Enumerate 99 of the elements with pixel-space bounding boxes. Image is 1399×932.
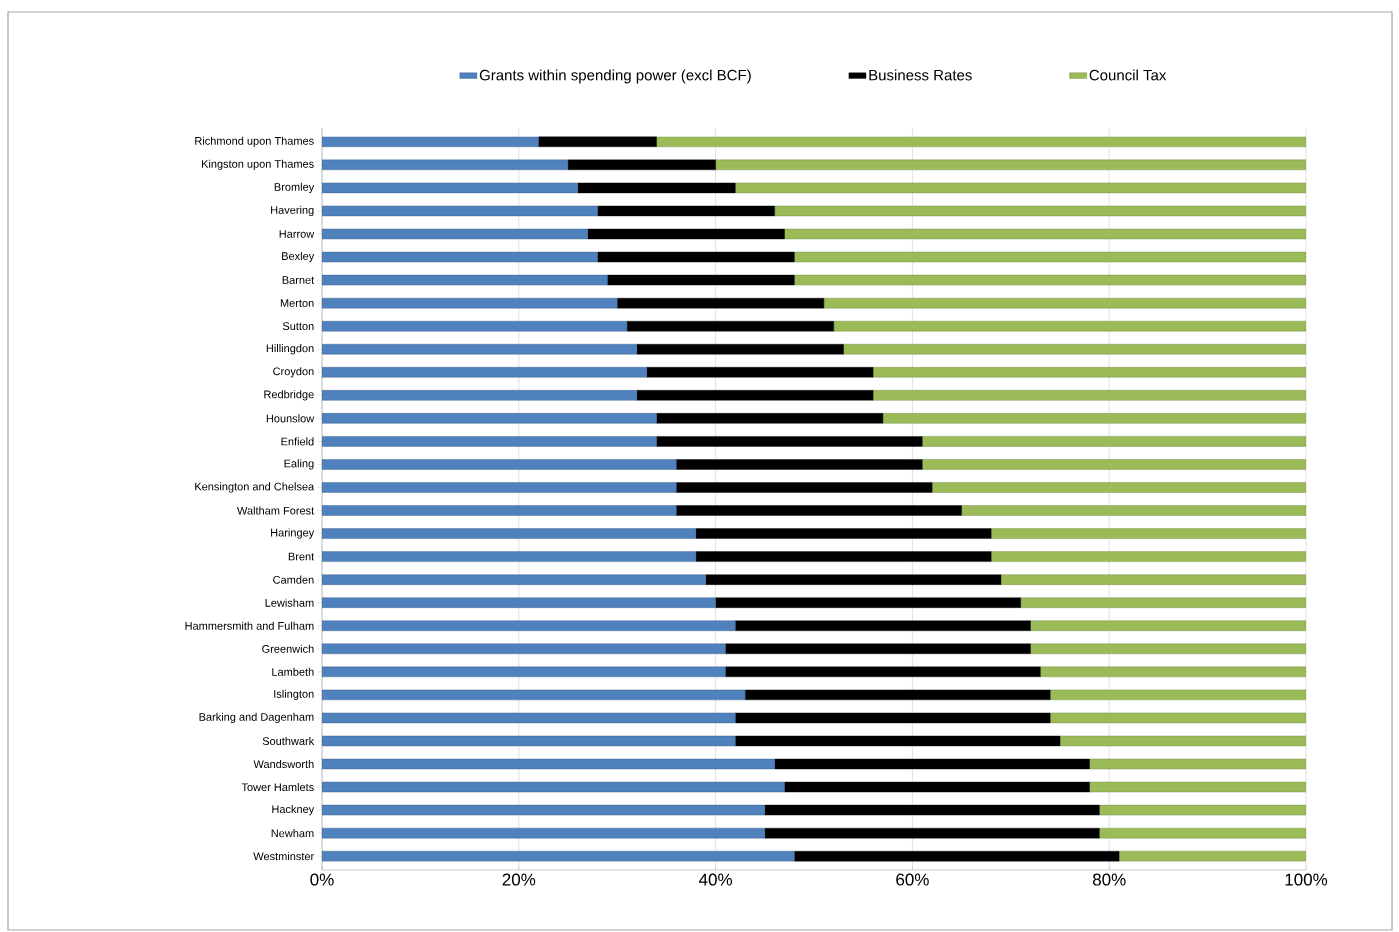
y-tick-label: Kensington and Chelsea: [195, 482, 315, 493]
y-tick-label: Havering: [271, 205, 314, 217]
bar: [646, 367, 874, 378]
y-tick-label: Islington: [274, 689, 314, 700]
y-tick-label: Waltham Forest: [237, 506, 315, 515]
y-tick-label: Hillingdon: [266, 344, 314, 355]
y-tick-label: Newham: [271, 829, 314, 838]
y-tick-label: Lambeth: [272, 667, 314, 676]
x-tick-label: 40%: [698, 873, 733, 886]
y-tick-label: Richmond upon Thames: [195, 136, 314, 147]
legend-label: Grants within spending power (excl BCF): [479, 69, 751, 84]
bar: [322, 597, 716, 608]
legend-label: Business Rates: [869, 69, 972, 81]
bar: [567, 159, 716, 171]
bar: [833, 320, 1307, 332]
y-tick-label: Hammersmith and Fulham: [185, 621, 314, 630]
bar: [322, 413, 657, 424]
y-tick-label: Hounslow: [266, 414, 315, 423]
bar: [744, 689, 1051, 701]
bar: [322, 459, 677, 470]
bar: [872, 390, 1307, 401]
y-tick-label: Bexley: [282, 251, 315, 263]
bar: [715, 597, 1021, 608]
x-tick-label: 0%: [310, 873, 334, 886]
y-tick-label: Haringey: [271, 528, 315, 539]
bar: [725, 666, 1041, 678]
y-tick-label: Camden: [273, 575, 314, 584]
y-tick-label: Merton: [280, 299, 314, 307]
bar: [735, 620, 1031, 631]
x-tick-label: 60%: [896, 873, 929, 886]
bar: [322, 574, 706, 585]
bar: [656, 136, 1307, 148]
bar: [764, 804, 1100, 816]
bar: [656, 436, 923, 447]
bar: [617, 297, 825, 309]
bar: [882, 413, 1307, 424]
y-tick-label: Redbridge: [264, 390, 314, 401]
y-tick-label: Tower Hamlets: [241, 783, 314, 792]
y-tick-label: Hackney: [272, 804, 315, 816]
bar: [676, 459, 923, 470]
y-tick-label: Harrow: [279, 230, 315, 238]
x-tick-label: 20%: [502, 873, 536, 886]
bar: [676, 482, 933, 493]
bar: [597, 251, 795, 263]
bar: [322, 850, 795, 862]
bar: [705, 574, 1002, 585]
bar: [764, 827, 1100, 839]
y-tick-label: Sutton: [282, 322, 314, 331]
bar: [922, 436, 1307, 447]
bar: [322, 643, 726, 654]
y-tick-label: Brent: [288, 552, 315, 561]
y-tick-label: Westminster: [253, 852, 315, 861]
y-tick-label: Barking and Dagenham: [199, 712, 314, 724]
bar: [676, 505, 962, 516]
bar: [794, 850, 1120, 862]
bar: [636, 390, 874, 401]
bar: [931, 482, 1307, 493]
bar: [735, 712, 1051, 724]
bar: [961, 505, 1307, 516]
y-tick-label: Wandsworth: [253, 759, 314, 769]
bar: [322, 620, 736, 631]
y-tick-label: Enfield: [281, 437, 314, 446]
bar: [1020, 597, 1307, 608]
y-tick-label: Kingston upon Thames: [201, 159, 314, 170]
bar: [322, 666, 726, 678]
bar: [322, 528, 697, 539]
y-tick-label: Barnet: [282, 276, 315, 284]
bar: [1030, 643, 1307, 654]
bar: [922, 459, 1307, 470]
y-tick-label: Croydon: [273, 367, 314, 378]
bar: [656, 413, 884, 424]
y-tick-label: Southwark: [262, 736, 315, 746]
bar: [322, 436, 657, 447]
bar: [577, 182, 736, 194]
bar: [636, 344, 844, 355]
bar: [322, 551, 697, 562]
y-tick-label: Ealing: [284, 459, 314, 470]
bar: [784, 781, 1090, 793]
bar: [872, 367, 1307, 378]
y-tick-label: Lewisham: [265, 598, 314, 607]
bar: [626, 320, 834, 332]
bar: [322, 482, 677, 493]
y-tick-label: Greenwich: [262, 644, 314, 653]
legend-label: Council Tax: [1089, 69, 1167, 81]
bar: [843, 344, 1307, 355]
bar: [735, 735, 1061, 747]
bar: [322, 505, 677, 516]
bar: [538, 136, 657, 148]
x-tick-label: 80%: [1092, 873, 1126, 886]
bar: [725, 643, 1031, 654]
y-tick-label: Bromley: [274, 182, 315, 194]
x-tick-label: 100%: [1285, 873, 1328, 886]
bar: [695, 528, 992, 539]
bar: [607, 274, 795, 286]
bar: [322, 367, 647, 378]
bar: [587, 228, 785, 240]
bar: [597, 205, 775, 217]
bar: [695, 551, 992, 562]
bar: [774, 758, 1090, 770]
